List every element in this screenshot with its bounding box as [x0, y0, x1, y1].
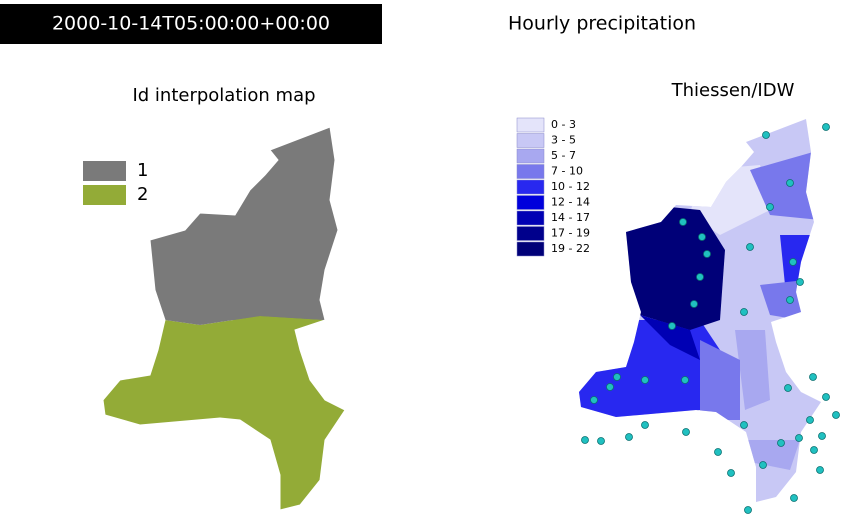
legend-swatch: [83, 161, 126, 181]
legend-swatch: [516, 133, 545, 148]
legend-swatch: [83, 185, 126, 205]
legend-label: 7 - 10: [551, 165, 583, 178]
legend-label: 2: [137, 184, 148, 205]
map-title: Id interpolation map: [132, 85, 315, 106]
idw-map: [579, 119, 821, 502]
legend-label: 5 - 7: [551, 149, 576, 162]
zone: [780, 235, 820, 285]
legend-swatch: [516, 226, 545, 241]
zone: [700, 340, 740, 420]
legend-label: 10 - 12: [551, 180, 590, 193]
legend-swatch: [516, 117, 545, 133]
legend-swatch: [516, 210, 545, 226]
zone: [750, 150, 820, 220]
region-1: [103, 127, 345, 320]
legend-swatch: [516, 164, 545, 179]
legend-label: 19 - 22: [551, 242, 590, 255]
legend-label: 0 - 3: [551, 118, 576, 131]
timestamp: 2000-10-14T05:00:00+00:00: [52, 13, 330, 35]
legend-label: 3 - 5: [551, 134, 576, 147]
legend-swatch: [516, 241, 545, 257]
legend-swatch: [516, 195, 545, 210]
legend-label: 1: [137, 160, 148, 181]
zone: [640, 315, 700, 360]
zone: [760, 280, 805, 320]
timestamp-box: [0, 4, 382, 44]
zone: [579, 320, 720, 420]
legend-label: 17 - 19: [551, 227, 590, 240]
legend-label: 12 - 14: [551, 196, 590, 209]
map-title: Thiessen/IDW: [671, 80, 795, 101]
stations: [581, 123, 840, 514]
id-map: [103, 127, 345, 510]
legend-swatch: [516, 148, 545, 164]
legend-label: 14 - 17: [551, 211, 590, 224]
zone: [735, 330, 770, 410]
legend-swatch: [516, 179, 545, 195]
page-title: Hourly precipitation: [508, 13, 696, 35]
